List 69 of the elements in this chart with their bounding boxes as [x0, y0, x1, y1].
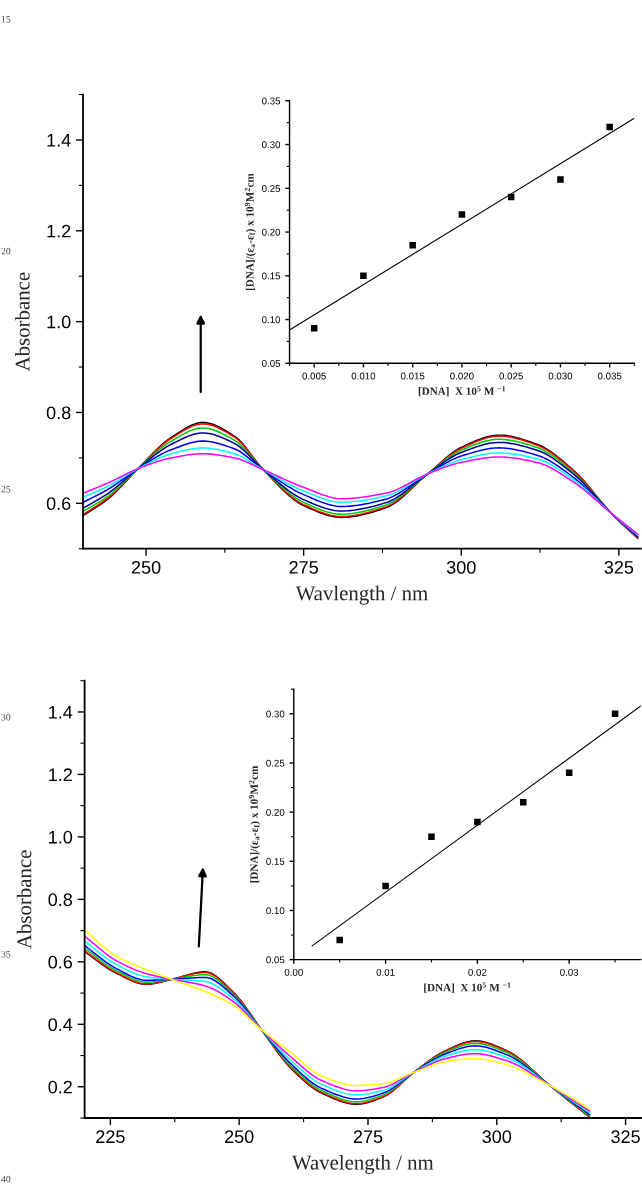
x-tick-label: 0.01 — [376, 968, 395, 976]
y-tick-label: 0.35 — [261, 97, 281, 105]
text: 15 — [1, 15, 11, 23]
point — [336, 936, 343, 944]
y-tick-label: 0.25 — [266, 759, 285, 767]
x-tick-label: 0.010 — [351, 372, 376, 380]
y-tick-label: 0.15 — [261, 272, 281, 280]
y-tick-label: 1.0 — [47, 315, 71, 329]
y-axis-title: Absorbance — [16, 850, 32, 949]
y-tick-label: 0.15 — [266, 858, 285, 865]
x-tick-label: 250 — [225, 1130, 254, 1144]
point — [557, 176, 564, 183]
x-tick-label: 0.015 — [400, 372, 425, 380]
x-tick-label: 275 — [353, 1130, 383, 1144]
y-tick-label: 0.05 — [261, 360, 281, 367]
y-tick-label: 1.4 — [49, 706, 73, 719]
x-tick-label: 0.030 — [548, 372, 573, 380]
point — [310, 325, 318, 332]
x-tick-label: 0.00 — [284, 968, 303, 976]
x-tick-label: 0.03 — [560, 968, 579, 976]
x-axis-title: Wavelength / nm — [291, 1154, 434, 1174]
point — [458, 211, 466, 218]
x-tick-label: 325 — [604, 560, 634, 574]
y-axis-title: Absorbance — [15, 272, 30, 372]
y-tick-label: 0.8 — [46, 406, 71, 420]
x-tick-label: 0.005 — [302, 372, 326, 380]
text: 35 — [1, 950, 11, 958]
x-tick-label: 250 — [131, 560, 161, 574]
y-tick-label: 0.4 — [48, 1018, 73, 1032]
y-tick-label: 1.2 — [47, 224, 71, 238]
y-tick-label: 0.20 — [266, 808, 285, 816]
y-tick-label: 0.10 — [266, 907, 285, 915]
x-tick-label: 0.025 — [499, 372, 523, 380]
text: 40 — [1, 1175, 11, 1183]
x-tick-label: 300 — [446, 560, 476, 574]
point — [520, 799, 527, 806]
y-tick-label: 1.0 — [49, 830, 73, 844]
text: [DNA]/(ε$_{a}$-ε$_{f}$) x 10$^{9}$M$^{2}$cm — [244, 173, 256, 291]
y-tick-label: 1.4 — [47, 134, 71, 147]
point — [382, 882, 389, 890]
y-tick-label: 0.20 — [261, 228, 281, 236]
text: 30 — [1, 713, 11, 721]
text: 25 — [1, 485, 11, 493]
x-tick-label: 275 — [289, 560, 318, 574]
x-tick-label: 0.035 — [597, 372, 622, 380]
text: 20 — [1, 247, 11, 255]
y-tick-label: 0.6 — [48, 955, 73, 969]
x-axis-title: [DNA] X 10$^{5}$ M $^{−1}$ — [424, 982, 511, 993]
x-tick-label: 325 — [611, 1130, 640, 1144]
point — [409, 241, 416, 249]
x-tick-label: 0.02 — [468, 968, 487, 976]
x-axis-title: [DNA] X 10$^{5}$ M $^{−1}$ — [418, 386, 506, 397]
point — [360, 272, 367, 280]
y-tick-label: 0.2 — [48, 1080, 72, 1094]
y-tick-label: 0.10 — [261, 316, 281, 324]
y-tick-label: 0.30 — [266, 710, 285, 718]
x-axis-title: Wavlength / nm — [295, 585, 428, 605]
y-tick-label: 0.8 — [48, 893, 73, 907]
point — [428, 833, 435, 840]
y-tick-label: 0.25 — [261, 185, 281, 192]
x-tick-label: 225 — [96, 1130, 125, 1144]
text: [DNA]/(ε$_{a}$-ε$_{f}$) x 10$^{9}$M$^{2}$cm — [249, 765, 261, 883]
y-tick-label: 0.05 — [266, 956, 285, 964]
y-tick-label: 0.30 — [261, 141, 281, 149]
y-tick-label: 1.2 — [49, 768, 72, 781]
y-tick-label: 0.6 — [46, 497, 71, 511]
x-tick-label: 0.020 — [450, 372, 474, 380]
x-tick-label: 300 — [482, 1130, 512, 1144]
point — [606, 123, 613, 131]
